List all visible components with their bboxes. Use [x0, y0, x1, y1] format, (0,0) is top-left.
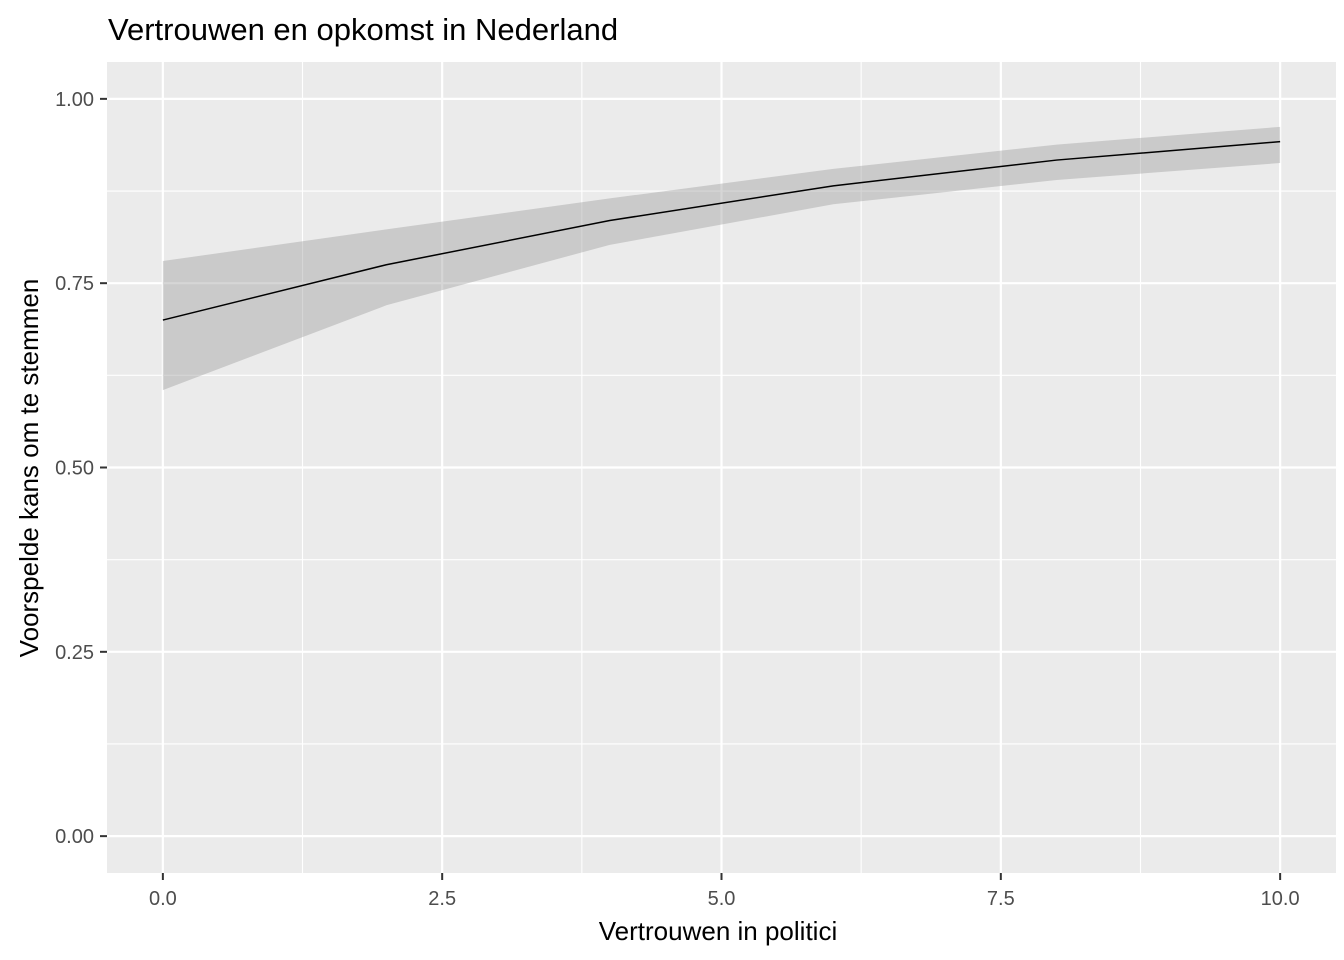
- y-tick-label: 1.00: [55, 89, 94, 111]
- prediction-line: [162, 140, 1281, 321]
- y-tick-label: 0.00: [55, 826, 94, 848]
- x-axis-title: Vertrouwen in politici: [599, 916, 837, 946]
- y-axis-title: Voorspelde kans om te stemmen: [14, 279, 44, 658]
- x-axis-ticks: 0.0 2.5 5.0 7.5 10.0: [149, 873, 1300, 910]
- y-tick-label: 0.75: [55, 273, 94, 295]
- y-tick-label: 0.50: [55, 458, 94, 480]
- y-axis-ticks: 0.00 0.25 0.50 0.75 1.00: [55, 89, 107, 848]
- x-tick-label: 2.5: [428, 888, 456, 910]
- grid-major: [107, 62, 1336, 873]
- series-lines: [162, 140, 1281, 321]
- confidence-ribbons: [162, 126, 1281, 391]
- chart-title: Vertrouwen en opkomst in Nederland: [108, 12, 618, 47]
- x-tick-label: 10.0: [1261, 888, 1300, 910]
- x-tick-label: 7.5: [987, 888, 1015, 910]
- y-tick-label: 0.25: [55, 642, 94, 664]
- x-tick-label: 0.0: [149, 888, 177, 910]
- x-tick-label: 5.0: [708, 888, 736, 910]
- confidence-ribbon: [162, 126, 1281, 391]
